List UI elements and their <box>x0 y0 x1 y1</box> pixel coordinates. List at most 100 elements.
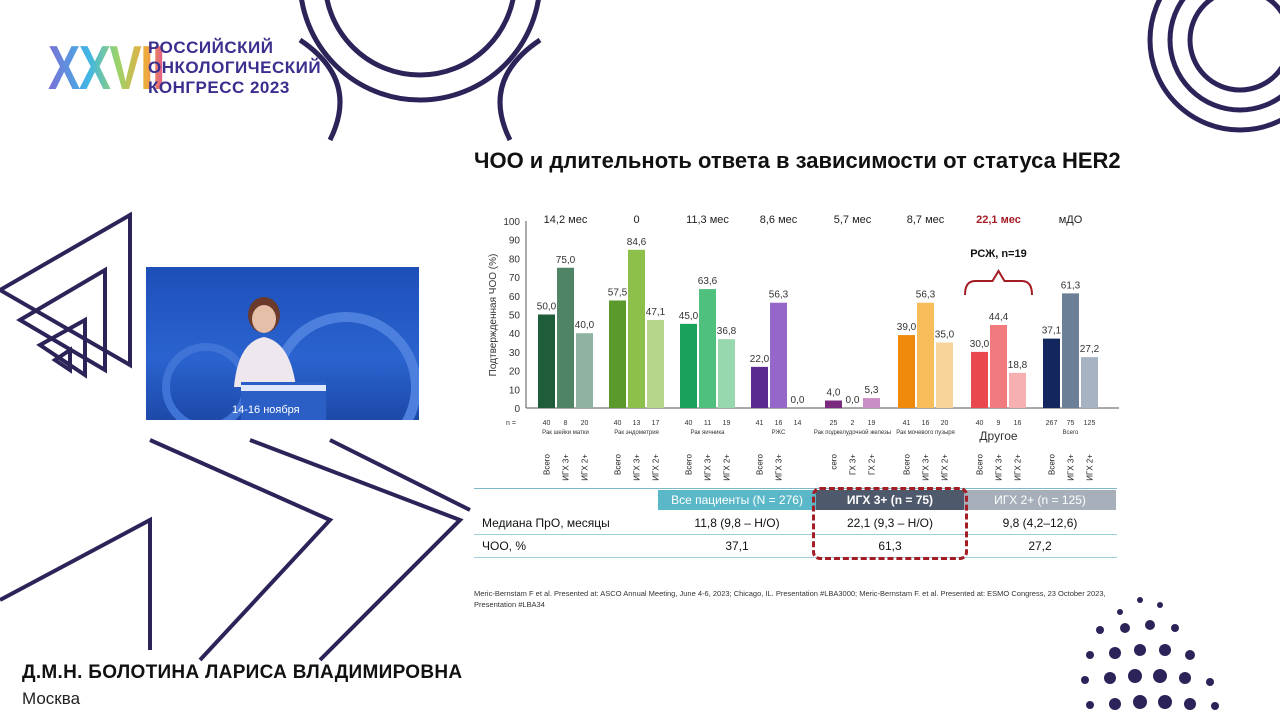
bar-value-label: 40,0 <box>575 320 595 331</box>
group-name: Рак мочевого пузыря <box>896 430 955 436</box>
group-name: Рак поджелудочной железы <box>814 429 891 436</box>
bar-category-label: Всего <box>685 453 694 475</box>
dor-label: мДО <box>1059 214 1083 226</box>
bar <box>1043 338 1060 408</box>
n-value: 14 <box>794 420 802 427</box>
bar-value-label: 44,4 <box>989 312 1009 323</box>
y-tick-label: 60 <box>509 292 521 303</box>
congress-logo: XXVII РОССИЙСКИЙ ОНКОЛОГИЧЕСКИЙ КОНГРЕСС… <box>48 34 321 106</box>
bar-value-label: 5,3 <box>865 385 879 396</box>
bar-value-label: 37,1 <box>1042 326 1062 337</box>
bar <box>751 366 768 408</box>
bracket-label: РСЖ, n=19 <box>970 248 1026 260</box>
n-value: 9 <box>997 420 1001 427</box>
table-row: Медиана ПрО, месяцы 11,8 (9,8 – Н/О) 22,… <box>474 512 1117 535</box>
y-tick-label: 50 <box>509 311 521 322</box>
bar-category-label: сего <box>830 453 839 469</box>
cell-all: 11,8 (9,8 – Н/О) <box>694 516 780 530</box>
igx3-highlight-box <box>812 487 968 560</box>
reference-text: Meric-Bernstam F et al. Presented at: AS… <box>474 589 1106 609</box>
y-tick-label: 80 <box>509 254 521 265</box>
bar <box>628 249 645 408</box>
dor-label: 0 <box>633 214 639 226</box>
table-header-igx2: ИГХ 2+ (n = 125) <box>964 490 1116 510</box>
bar-value-label: 0,0 <box>846 395 860 406</box>
bar-value-label: 63,6 <box>698 276 718 287</box>
bar-category-label: ИГХ 2+ <box>723 454 732 481</box>
header-all-text: Все пациенты (N = 276) <box>671 493 803 507</box>
dor-label: 11,3 мес <box>686 214 729 226</box>
bar <box>990 324 1007 408</box>
logo-text: РОССИЙСКИЙ ОНКОЛОГИЧЕСКИЙ КОНГРЕСС 2023 <box>148 38 321 98</box>
n-value: 16 <box>775 420 783 427</box>
bar-category-label: ИГХ 3+ <box>995 454 1004 481</box>
bar-value-label: 36,8 <box>717 326 737 337</box>
logo-roman-numeral: XXVII <box>48 34 165 103</box>
bar-category-label: ИГХ 2+ <box>1086 454 1095 481</box>
dor-label: 22,1 мес <box>976 214 1021 226</box>
n-value: 40 <box>976 420 984 427</box>
bar-category-label: Всего <box>903 453 912 475</box>
bar-value-label: 50,0 <box>537 302 557 313</box>
y-tick-label: 70 <box>509 273 521 284</box>
bar-value-label: 61,3 <box>1061 280 1081 291</box>
n-value: 20 <box>581 420 589 427</box>
n-value: 267 <box>1046 420 1058 427</box>
bar <box>971 351 988 408</box>
bar-category-label: ИГХ 3+ <box>704 454 713 481</box>
bar <box>936 342 953 408</box>
y-axis-label: Подтвержденная ЧОО (%) <box>488 254 499 377</box>
group-name: Всего <box>1063 430 1079 436</box>
n-value: 11 <box>704 420 711 427</box>
speaker-name: Д.М.Н. БОЛОТИНА ЛАРИСА ВЛАДИМИРОВНА <box>22 662 463 683</box>
bar-category-label: ИГХ 3+ <box>562 454 571 481</box>
bar-category-label: Всего <box>1048 453 1057 475</box>
bar-value-label: 0,0 <box>791 395 805 406</box>
bar-category-label: Всего <box>543 453 552 475</box>
n-value: 2 <box>851 420 855 427</box>
bar <box>699 289 716 408</box>
cell-igx3: 22,1 (9,3 – Н/О) <box>846 516 934 530</box>
bar-value-label: 35,0 <box>935 330 955 341</box>
bar <box>718 339 735 408</box>
group-name: Рак шейки матки <box>542 429 589 436</box>
bar-value-label: 39,0 <box>897 322 917 333</box>
video-banner-text: 14-16 ноября <box>232 404 300 416</box>
n-value: 41 <box>756 420 764 427</box>
n-value: 125 <box>1084 420 1096 427</box>
group-name: Рак эндометрия <box>614 430 659 436</box>
bar-value-label: 27,2 <box>1080 344 1100 355</box>
y-tick-label: 20 <box>509 367 521 378</box>
n-value: 16 <box>922 420 930 427</box>
speaker-video[interactable]: 14-16 ноября <box>146 267 419 420</box>
bar-value-label: 57,5 <box>608 287 628 298</box>
bar <box>647 319 664 408</box>
cell-igx3: 61,3 <box>878 539 902 553</box>
bar-value-label: 56,3 <box>769 290 789 301</box>
bar-value-label: 84,6 <box>627 237 647 248</box>
group-name: Другое <box>979 429 1017 443</box>
bar <box>770 302 787 408</box>
bar-category-label: ГХ 2+ <box>868 454 877 475</box>
bar-category-label: ИГХ 3+ <box>1067 454 1076 481</box>
logo-line-3: КОНГРЕСС 2023 <box>148 78 290 97</box>
cell-igx2: 27,2 <box>1028 539 1052 553</box>
bar <box>898 335 915 408</box>
n-label: n = <box>506 420 516 427</box>
bar-category-label: ИГХ 2+ <box>941 454 950 481</box>
slide-title: ЧОО и длительноть ответа в зависимости о… <box>474 148 1121 173</box>
bar-value-label: 47,1 <box>646 307 666 318</box>
row-label: ЧОО, % <box>482 539 527 553</box>
bar-category-label: ИГХ 3+ <box>922 454 931 481</box>
table-header-igx3: ИГХ 3+ (n = 75) <box>816 490 964 510</box>
bar <box>680 323 697 408</box>
bar-category-label: ИГХ 2+ <box>1014 454 1023 481</box>
n-value: 8 <box>564 420 568 427</box>
n-value: 41 <box>903 420 911 427</box>
bar <box>609 300 626 408</box>
logo-line-2: ОНКОЛОГИЧЕСКИЙ <box>148 58 322 77</box>
table-top-rule <box>474 488 1117 489</box>
cell-igx2: 9,8 (4,2–12,6) <box>1002 516 1078 530</box>
header-igx2-text: ИГХ 2+ (n = 125) <box>994 493 1086 507</box>
